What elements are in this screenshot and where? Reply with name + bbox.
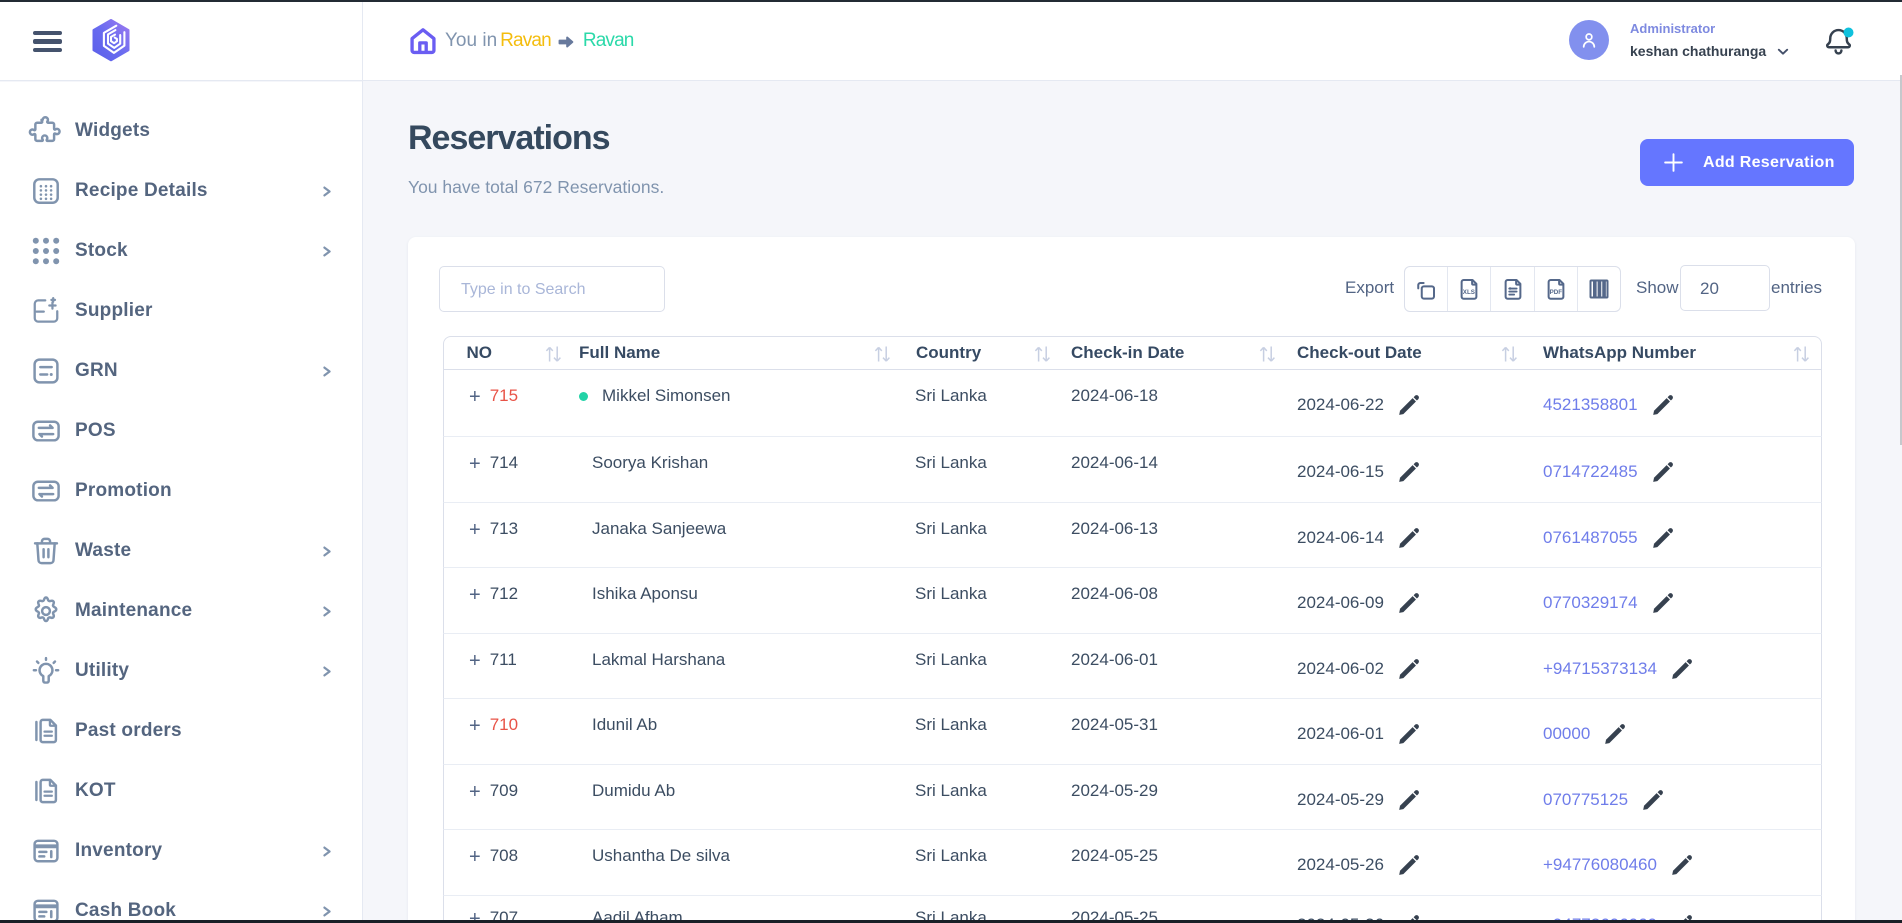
- svg-text:PDF: PDF: [1549, 289, 1562, 296]
- svg-text:XLS: XLS: [1463, 289, 1475, 296]
